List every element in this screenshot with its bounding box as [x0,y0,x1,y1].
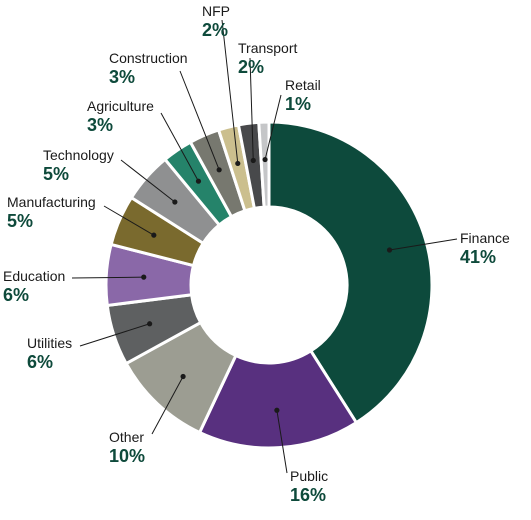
percent-label-retail: 1% [285,94,311,114]
category-label-technology: Technology [43,147,114,163]
category-label-education: Education [3,268,65,284]
percent-label-nfp: 2% [202,20,228,40]
leader-line-retail [264,94,282,160]
percent-label-manufacturing: 5% [7,211,33,231]
percent-label-technology: 5% [43,164,69,184]
leader-dot-manufacturing [151,232,157,238]
leader-line-agriculture [160,112,199,182]
leader-dot-education [141,274,147,280]
leader-line-other [151,376,184,435]
leader-dot-public [274,407,280,413]
leader-dot-construction [216,167,222,173]
labels-layer: Finance41%Public16%Other10%Utilities6%Ed… [3,3,510,505]
leader-dot-transport [250,157,256,164]
slice-public [197,348,359,450]
leader-dot-nfp [235,160,241,167]
category-label-utilities: Utilities [27,335,72,351]
leader-line-education [71,276,144,279]
category-label-finance: Finance [460,230,510,246]
category-label-retail: Retail [285,77,321,93]
percent-label-education: 6% [3,285,29,305]
leader-dot-agriculture [195,178,202,184]
leader-line-construction [179,70,220,171]
category-label-public: Public [290,468,328,484]
category-label-manufacturing: Manufacturing [7,194,96,210]
percent-label-agriculture: 3% [87,115,113,135]
leader-dot-utilities [147,321,153,327]
leader-line-manufacturing [103,205,155,236]
percent-label-transport: 2% [238,57,264,77]
leader-dot-finance [386,247,393,253]
leader-line-nfp [221,19,239,164]
leader-line-finance [389,238,458,251]
slice-retail [257,120,271,209]
percent-label-other: 10% [109,446,145,466]
leader-dot-retail [262,156,268,163]
leader-dot-technology [172,199,178,205]
leader-line-utilities [79,323,150,347]
percent-label-utilities: 6% [27,352,53,372]
category-label-nfp: NFP [202,3,230,19]
percent-label-construction: 3% [109,67,135,87]
leader-line-public [276,410,288,474]
category-label-transport: Transport [238,40,298,56]
leader-line-technology [120,159,176,203]
percent-label-finance: 41% [460,247,496,267]
category-label-agriculture: Agriculture [87,98,154,114]
slice-finance [267,120,434,425]
category-label-construction: Construction [109,50,188,66]
leader-lines-layer [71,19,458,474]
slices-layer [104,120,434,450]
leader-dot-other [180,373,186,380]
leader-line-transport [249,57,254,161]
category-label-other: Other [109,429,144,445]
percent-label-public: 16% [290,485,326,505]
